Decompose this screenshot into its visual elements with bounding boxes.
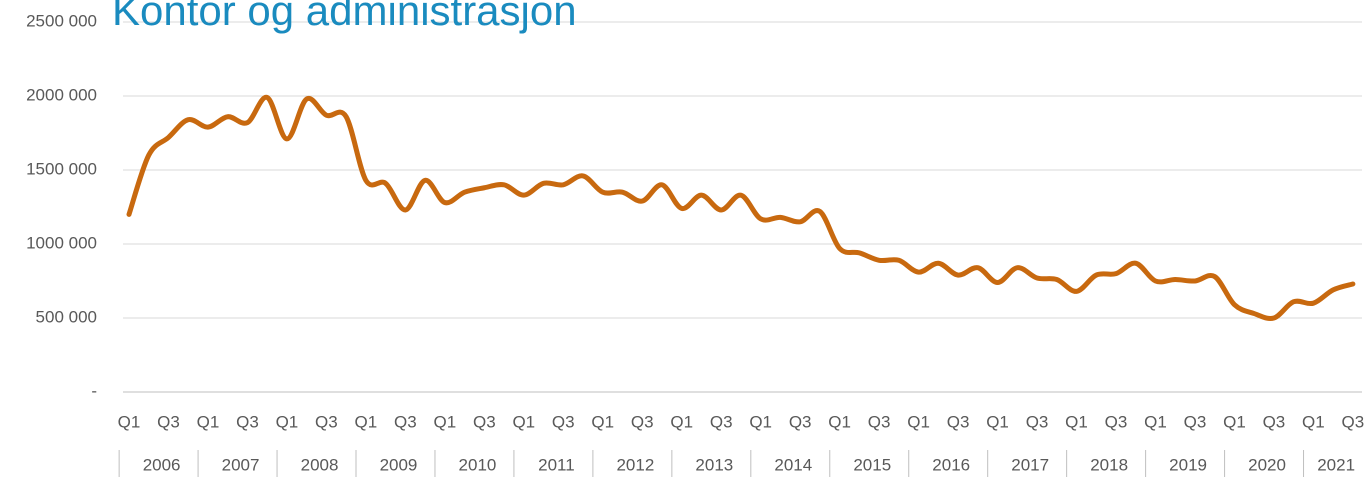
x-tick-label: Q1 [433, 412, 456, 431]
x-tick-label: Q1 [197, 412, 220, 431]
y-tick-label: 2500 000 [26, 11, 97, 30]
x-tick-label: Q1 [1302, 412, 1325, 431]
x-tick-label: Q1 [1223, 412, 1246, 431]
x-tick-label: Q3 [473, 412, 496, 431]
year-label: 2006 [143, 455, 181, 474]
x-tick-label: Q3 [789, 412, 812, 431]
x-tick-label: Q1 [907, 412, 930, 431]
year-label: 2007 [222, 455, 260, 474]
x-tick-label: Q3 [157, 412, 180, 431]
year-label: 2009 [380, 455, 418, 474]
x-tick-label: Q1 [1065, 412, 1088, 431]
x-tick-label: Q1 [670, 412, 693, 431]
x-tick-label: Q3 [631, 412, 654, 431]
x-tick-label: Q3 [1026, 412, 1049, 431]
x-tick-label: Q1 [512, 412, 535, 431]
x-tick-label: Q3 [710, 412, 733, 431]
year-label: 2014 [774, 455, 812, 474]
x-tick-label: Q1 [355, 412, 378, 431]
year-label: 2018 [1090, 455, 1128, 474]
x-tick-label: Q1 [118, 412, 141, 431]
x-tick-label: Q3 [552, 412, 575, 431]
year-label: 2011 [538, 455, 575, 474]
x-tick-label: Q3 [1342, 412, 1365, 431]
y-tick-label: - [91, 381, 97, 400]
x-tick-label: Q3 [236, 412, 259, 431]
y-tick-label: 500 000 [36, 307, 97, 326]
year-label: 2015 [853, 455, 891, 474]
x-tick-label: Q3 [868, 412, 891, 431]
x-tick-label: Q3 [947, 412, 970, 431]
x-tick-label: Q3 [394, 412, 417, 431]
y-tick-label: 2000 000 [26, 85, 97, 104]
year-label: 2016 [932, 455, 970, 474]
x-tick-label: Q3 [1263, 412, 1286, 431]
x-tick-label: Q1 [591, 412, 614, 431]
year-label: 2013 [695, 455, 733, 474]
x-tick-label: Q3 [1105, 412, 1128, 431]
year-label: 2021 [1317, 455, 1355, 474]
y-tick-label: 1000 000 [26, 233, 97, 252]
x-tick-label: Q1 [1144, 412, 1167, 431]
x-tick-label: Q1 [276, 412, 299, 431]
year-label: 2008 [301, 455, 339, 474]
x-tick-label: Q3 [315, 412, 338, 431]
data-line [126, 94, 1356, 321]
x-tick-label: Q1 [749, 412, 772, 431]
chart-title: Kontor og administrasjon [112, 0, 577, 34]
x-tick-label: Q1 [828, 412, 851, 431]
year-label: 2017 [1011, 455, 1049, 474]
year-label: 2012 [616, 455, 654, 474]
year-label: 2010 [459, 455, 497, 474]
x-tick-label: Q3 [1184, 412, 1207, 431]
x-tick-label: Q1 [986, 412, 1009, 431]
year-label: 2019 [1169, 455, 1207, 474]
y-tick-label: 1500 000 [26, 159, 97, 178]
year-label: 2020 [1248, 455, 1286, 474]
